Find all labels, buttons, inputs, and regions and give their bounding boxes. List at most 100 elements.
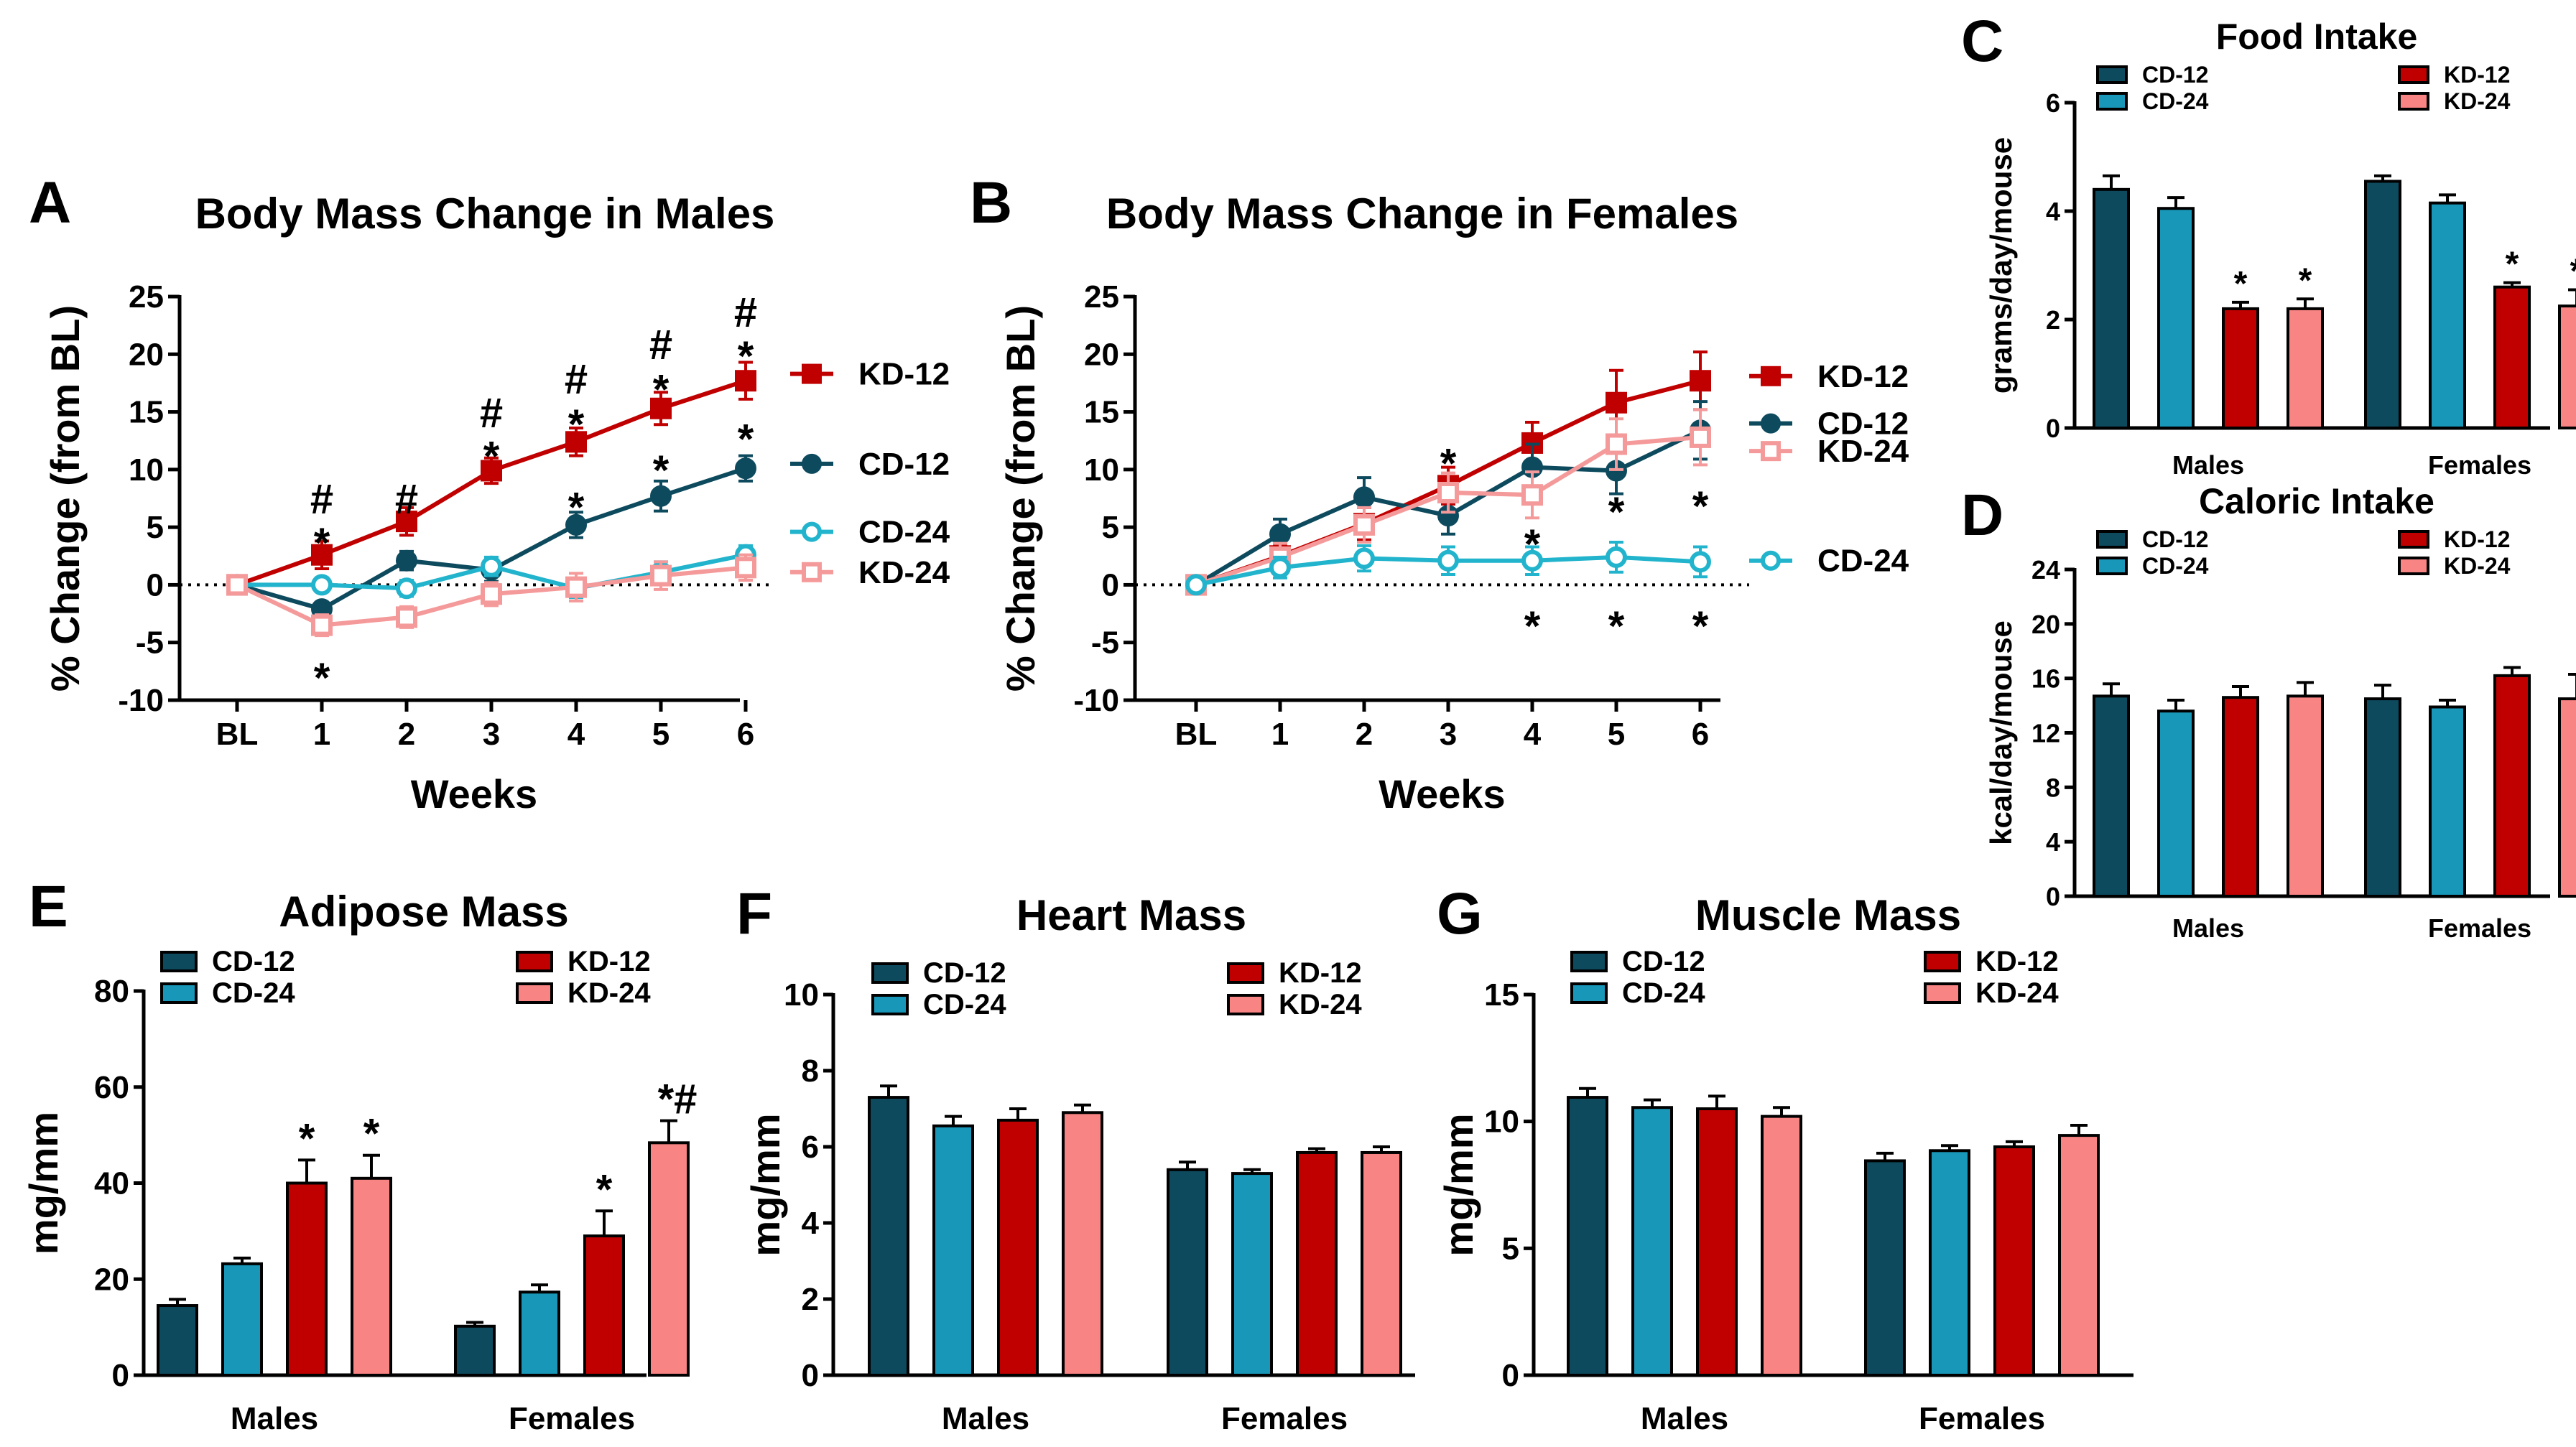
legend-marker <box>1761 413 1781 434</box>
legend-label: KD-12 <box>1975 946 2059 977</box>
y-tick-label: 0 <box>1502 1358 1519 1393</box>
x-tick-label: Males <box>1641 1401 1728 1436</box>
data-point <box>396 511 417 533</box>
legend-label: CD-12 <box>212 946 295 977</box>
legend-swatch <box>516 951 553 972</box>
x-tick-label: BL <box>1175 717 1218 752</box>
legend-marker <box>1761 441 1781 462</box>
legend-swatch <box>2398 557 2429 575</box>
y-axis-label: % Change (from BL) <box>998 305 1043 692</box>
legend-item-cd-12: CD-12 <box>2096 62 2208 88</box>
legend-swatch <box>2096 92 2128 111</box>
data-point <box>1690 370 1711 392</box>
legend-swatch <box>1924 982 1961 1004</box>
x-tick-label: 2 <box>398 717 415 752</box>
data-point <box>1521 549 1543 572</box>
legend-label: CD-24 <box>1817 544 1909 579</box>
data-point <box>1690 426 1711 448</box>
significance-mark: # <box>649 322 672 368</box>
bar <box>2558 304 2576 429</box>
bar <box>648 1141 690 1377</box>
panel-letter: C <box>1961 9 2003 74</box>
bar <box>1929 1149 1970 1377</box>
y-tick-label: 8 <box>2046 773 2060 802</box>
y-tick-label: 0 <box>147 567 164 602</box>
data-point <box>735 557 756 579</box>
y-axis-label: mg/mm <box>1436 1113 1481 1256</box>
legend-item-kd-24: KD-24 <box>790 555 950 590</box>
panel-g: G Muscle Mass 0 5 10 15 mg/mm Males Females CD-12… <box>1436 881 2133 1436</box>
bar <box>2429 705 2466 898</box>
data-point <box>481 555 502 577</box>
y-tick-label: 0 <box>802 1358 819 1393</box>
y-axis-label: mg/mm <box>21 1112 66 1255</box>
y-tick-label: 8 <box>802 1053 819 1089</box>
data-point <box>481 460 502 482</box>
bar <box>2558 697 2576 898</box>
data-point <box>1606 433 1627 455</box>
y-tick-label: 5 <box>147 510 164 545</box>
x-tick-label: Females <box>1919 1401 2045 1436</box>
significance-mark: * <box>1608 489 1625 536</box>
significance-mark: * <box>2570 252 2576 290</box>
y-tick-label: 0 <box>2046 882 2060 911</box>
bar <box>519 1290 560 1377</box>
y-tick-label: 5 <box>1502 1231 1519 1266</box>
x-tick-label: Females <box>509 1401 635 1436</box>
y-tick-label: 20 <box>94 1262 129 1297</box>
legend-label: CD-12 <box>2142 526 2208 552</box>
legend-label: CD-24 <box>2142 553 2209 579</box>
legend-label: KD-12 <box>2444 62 2510 88</box>
series-kd-12 <box>2222 281 2531 430</box>
y-tick-label: 60 <box>94 1070 129 1105</box>
significance-mark: * <box>314 520 330 567</box>
legend-label: KD-24 <box>858 555 950 590</box>
chart-title: Body Mass Change in Females <box>1106 190 1738 238</box>
legend-label: KD-24 <box>1279 989 1362 1020</box>
series-cd-24 <box>2157 699 2466 898</box>
data-point <box>1353 547 1375 569</box>
y-tick-label: -10 <box>1073 683 1119 718</box>
bar <box>1167 1168 1208 1377</box>
x-tick-label: 1 <box>1271 717 1289 752</box>
bar <box>1631 1106 1673 1377</box>
series-kd-12 <box>2222 666 2531 898</box>
y-tick-label: 25 <box>129 279 164 315</box>
bar <box>157 1304 198 1377</box>
legend-label: CD-12 <box>923 957 1006 989</box>
significance-mark: * <box>738 417 754 463</box>
data-point <box>650 564 672 587</box>
legend-item-kd-12: KD-12 <box>516 946 651 977</box>
x-tick-label: Females <box>2428 913 2531 943</box>
data-point <box>1437 481 1459 503</box>
significance-mark: # <box>565 356 588 403</box>
data-point <box>1353 486 1375 508</box>
y-tick-label: 15 <box>129 395 164 430</box>
bar <box>2364 697 2401 898</box>
legend-item-cd-24: CD-24 <box>790 515 950 550</box>
panel-letter: B <box>970 170 1012 236</box>
y-axis-label: kcal/day/mouse <box>1984 620 2018 845</box>
data-point <box>1690 551 1711 573</box>
panel-e: E Adipose Mass 0 20 40 60 80 mg/mm Males Females *… <box>21 874 697 1436</box>
legend-item-cd-12: CD-12 <box>871 957 1006 989</box>
series-cd-12 <box>1567 1087 1906 1377</box>
legend-label: KD-12 <box>567 946 651 977</box>
legend-item-kd-12: KD-12 <box>1227 957 1362 989</box>
series-kd-12 <box>286 1158 625 1377</box>
legend-swatch <box>871 994 909 1015</box>
significance-mark: # <box>395 476 418 523</box>
significance-mark: * <box>653 367 670 414</box>
significance-mark: *# <box>658 1076 698 1123</box>
bar <box>1696 1107 1738 1377</box>
y-tick-label: 0 <box>1102 567 1119 602</box>
y-tick-label: 5 <box>1102 510 1119 545</box>
data-point <box>1606 546 1627 568</box>
legend-marker <box>802 521 822 542</box>
significance-mark: * <box>738 333 754 380</box>
data-point <box>1606 391 1627 414</box>
series-kd-24 <box>1062 1103 1402 1377</box>
y-tick-label: 6 <box>2046 88 2060 118</box>
legend-marker <box>802 363 822 384</box>
bar <box>1567 1096 1608 1377</box>
